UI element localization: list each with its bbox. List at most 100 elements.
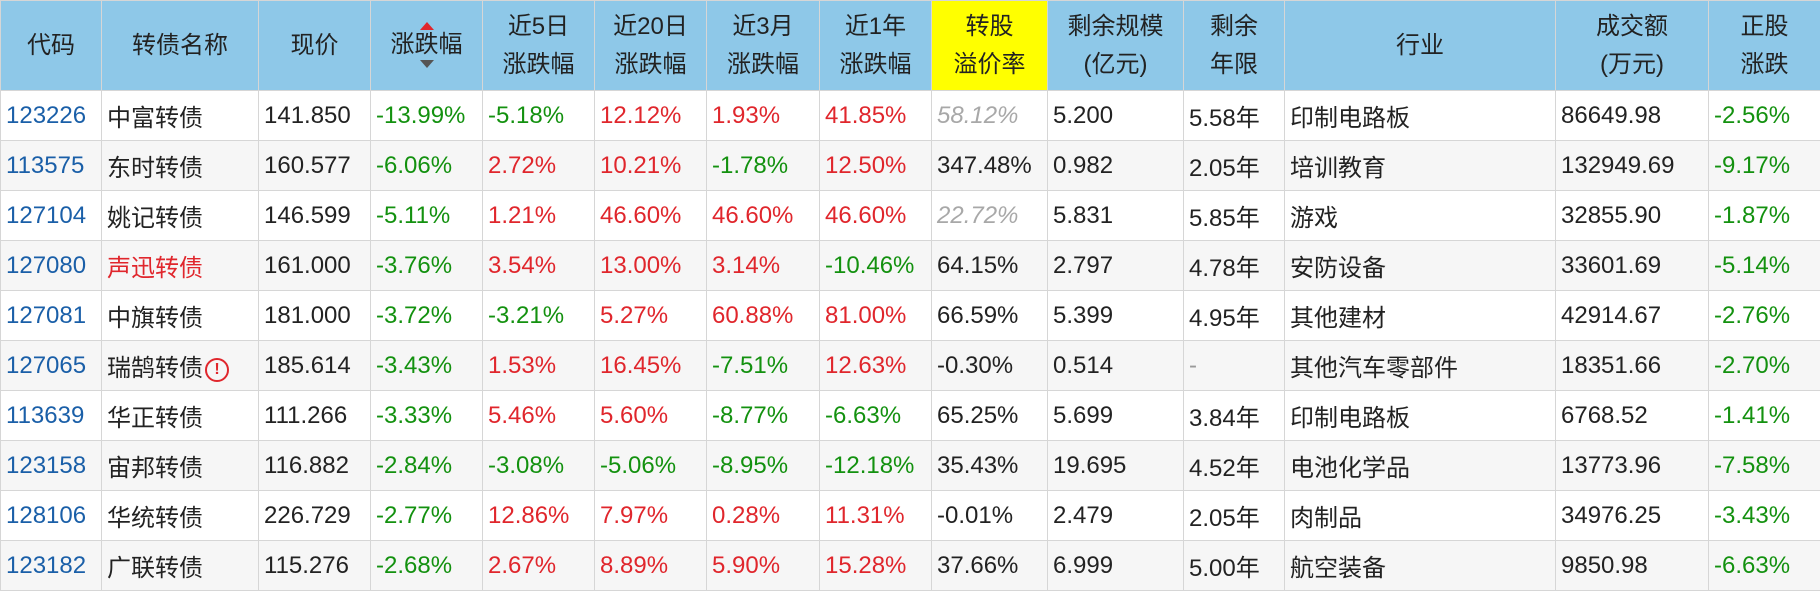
- col-header-code[interactable]: 代码: [0, 0, 102, 91]
- bond-code-link[interactable]: 127065: [0, 340, 102, 391]
- bond-name-link[interactable]: 宙邦转债: [101, 440, 259, 491]
- bond-code-link[interactable]: 123226: [0, 90, 102, 141]
- col-header-premium[interactable]: 转股 溢价率: [931, 0, 1048, 91]
- cell-years: 2.05年: [1183, 140, 1285, 191]
- table-row[interactable]: 127104 姚记转债 146.599 -5.11% 1.21% 46.60% 46.60%…: [0, 190, 1820, 241]
- cell-price: 185.614: [258, 340, 371, 391]
- col-header-chg1y[interactable]: 近1年 涨跌幅: [819, 0, 932, 91]
- bond-name-link[interactable]: 姚记转债: [101, 190, 259, 241]
- cell-industry: 航空装备: [1284, 540, 1556, 591]
- table-row[interactable]: 123182 广联转债 115.276 -2.68% 2.67% 8.89% 5.90% 15…: [0, 540, 1820, 591]
- table-row[interactable]: 123158 宙邦转债 116.882 -2.84% -3.08% -5.06% -8.95…: [0, 440, 1820, 491]
- cell-chg: -6.06%: [370, 140, 483, 191]
- cell-chg20d: 7.97%: [594, 490, 707, 541]
- sort-asc-icon: [419, 59, 434, 68]
- cell-chg: -2.68%: [370, 540, 483, 591]
- cell-volume: 18351.66: [1555, 340, 1709, 391]
- bond-name-link[interactable]: 声迅转债: [101, 240, 259, 291]
- cell-price: 111.266: [258, 390, 371, 441]
- cell-stockchg: -1.41%: [1708, 390, 1820, 441]
- cell-chg5d: 5.46%: [482, 390, 595, 441]
- col-header-chg3m[interactable]: 近3月 涨跌幅: [706, 0, 820, 91]
- cell-scale: 6.999: [1047, 540, 1184, 591]
- col-header-industry[interactable]: 行业: [1284, 0, 1556, 91]
- col-header-label-line2: 年限: [1210, 50, 1258, 78]
- bond-name-link[interactable]: 瑞鹄转债!: [101, 340, 259, 391]
- cell-industry: 培训教育: [1284, 140, 1556, 191]
- cell-volume: 13773.96: [1555, 440, 1709, 491]
- bond-code-link[interactable]: 123158: [0, 440, 102, 491]
- col-header-scale[interactable]: 剩余规模 (亿元): [1047, 0, 1184, 91]
- bond-name-link[interactable]: 华正转债: [101, 390, 259, 441]
- cell-volume: 86649.98: [1555, 90, 1709, 141]
- cell-chg3m: 60.88%: [706, 290, 820, 341]
- bond-code-link[interactable]: 113575: [0, 140, 102, 191]
- table-row[interactable]: 113639 华正转债 111.266 -3.33% 5.46% 5.60% -8.77% -…: [0, 390, 1820, 441]
- bond-code-link[interactable]: 127104: [0, 190, 102, 241]
- bond-code-link[interactable]: 123182: [0, 540, 102, 591]
- col-header-label-line1: 近20日: [613, 12, 688, 40]
- cell-scale: 5.399: [1047, 290, 1184, 341]
- col-header-label: 涨跌幅: [390, 30, 463, 58]
- table-row[interactable]: 128106 华统转债 226.729 -2.77% 12.86% 7.97% 0.28% 1…: [0, 490, 1820, 541]
- bond-name-link[interactable]: 中富转债: [101, 90, 259, 141]
- table-row[interactable]: 123226 中富转债 141.850 -13.99% -5.18% 12.12% 1.93…: [0, 90, 1820, 141]
- table-row[interactable]: 127065 瑞鹄转债! 185.614 -3.43% 1.53% 16.45% -7.51…: [0, 340, 1820, 391]
- bond-name-link[interactable]: 东时转债: [101, 140, 259, 191]
- cell-chg3m: -8.95%: [706, 440, 820, 491]
- cell-premium: 64.15%: [931, 240, 1048, 291]
- cell-chg: -3.43%: [370, 340, 483, 391]
- col-header-chg20d[interactable]: 近20日涨跌幅: [594, 0, 707, 91]
- col-header-label-line1: 正股: [1740, 12, 1789, 40]
- col-header-chg5d[interactable]: 近5日 涨跌幅: [482, 0, 595, 91]
- col-header-name[interactable]: 转债名称: [101, 0, 259, 91]
- bond-name-link[interactable]: 广联转债: [101, 540, 259, 591]
- cell-years: 5.85年: [1183, 190, 1285, 241]
- bond-name-label: 瑞鹄转债: [107, 355, 203, 382]
- cell-years: 4.52年: [1183, 440, 1285, 491]
- cell-premium: 35.43%: [931, 440, 1048, 491]
- warning-icon[interactable]: !: [205, 358, 229, 382]
- col-header-volume[interactable]: 成交额 (万元): [1555, 0, 1709, 91]
- header-row: 代码 转债名称 现价 涨跌幅 近5日 涨跌幅 近20日涨跌幅 近3月 涨跌幅 近1年…: [0, 0, 1820, 91]
- col-header-price[interactable]: 现价: [258, 0, 371, 91]
- table-row[interactable]: 113575 东时转债 160.577 -6.06% 2.72% 10.21% -1.78%…: [0, 140, 1820, 191]
- cell-chg1y: 81.00%: [819, 290, 932, 341]
- col-header-label-line1: 近1年: [844, 12, 907, 40]
- col-header-label: 行业: [1396, 31, 1444, 59]
- cell-price: 161.000: [258, 240, 371, 291]
- cell-years: 5.58年: [1183, 90, 1285, 141]
- col-header-chg[interactable]: 涨跌幅: [370, 0, 483, 91]
- cell-chg: -3.72%: [370, 290, 483, 341]
- col-header-years[interactable]: 剩余 年限: [1183, 0, 1285, 91]
- table-row[interactable]: 127081 中旗转债 181.000 -3.72% -3.21% 5.27% 60.88%…: [0, 290, 1820, 341]
- cell-volume: 33601.69: [1555, 240, 1709, 291]
- cell-chg20d: 10.21%: [594, 140, 707, 191]
- cell-premium: 37.66%: [931, 540, 1048, 591]
- bond-name-link[interactable]: 中旗转债: [101, 290, 259, 341]
- col-header-label: 代码: [27, 31, 75, 59]
- cell-industry: 肉制品: [1284, 490, 1556, 541]
- cell-chg1y: 12.63%: [819, 340, 932, 391]
- bond-code-link[interactable]: 127080: [0, 240, 102, 291]
- cell-volume: 32855.90: [1555, 190, 1709, 241]
- cell-chg3m: 5.90%: [706, 540, 820, 591]
- col-header-label-line2: 涨跌幅: [614, 50, 687, 78]
- cell-chg1y: 46.60%: [819, 190, 932, 241]
- bond-code-link[interactable]: 113639: [0, 390, 102, 441]
- cell-chg5d: 2.72%: [482, 140, 595, 191]
- bond-name-label: 中旗转债: [107, 305, 203, 332]
- bond-name-link[interactable]: 华统转债: [101, 490, 259, 541]
- bond-code-link[interactable]: 128106: [0, 490, 102, 541]
- col-header-stockchg[interactable]: 正股 涨跌: [1708, 0, 1820, 91]
- cell-volume: 42914.67: [1555, 290, 1709, 341]
- cell-stockchg: -1.87%: [1708, 190, 1820, 241]
- table-row[interactable]: 127080 声迅转债 161.000 -3.76% 3.54% 13.00% 3.14% -…: [0, 240, 1820, 291]
- cell-scale: 2.479: [1047, 490, 1184, 541]
- bond-name-label: 姚记转债: [107, 205, 203, 232]
- cell-stockchg: -9.17%: [1708, 140, 1820, 191]
- cell-chg20d: 8.89%: [594, 540, 707, 591]
- bond-code-link[interactable]: 127081: [0, 290, 102, 341]
- cell-chg20d: 5.60%: [594, 390, 707, 441]
